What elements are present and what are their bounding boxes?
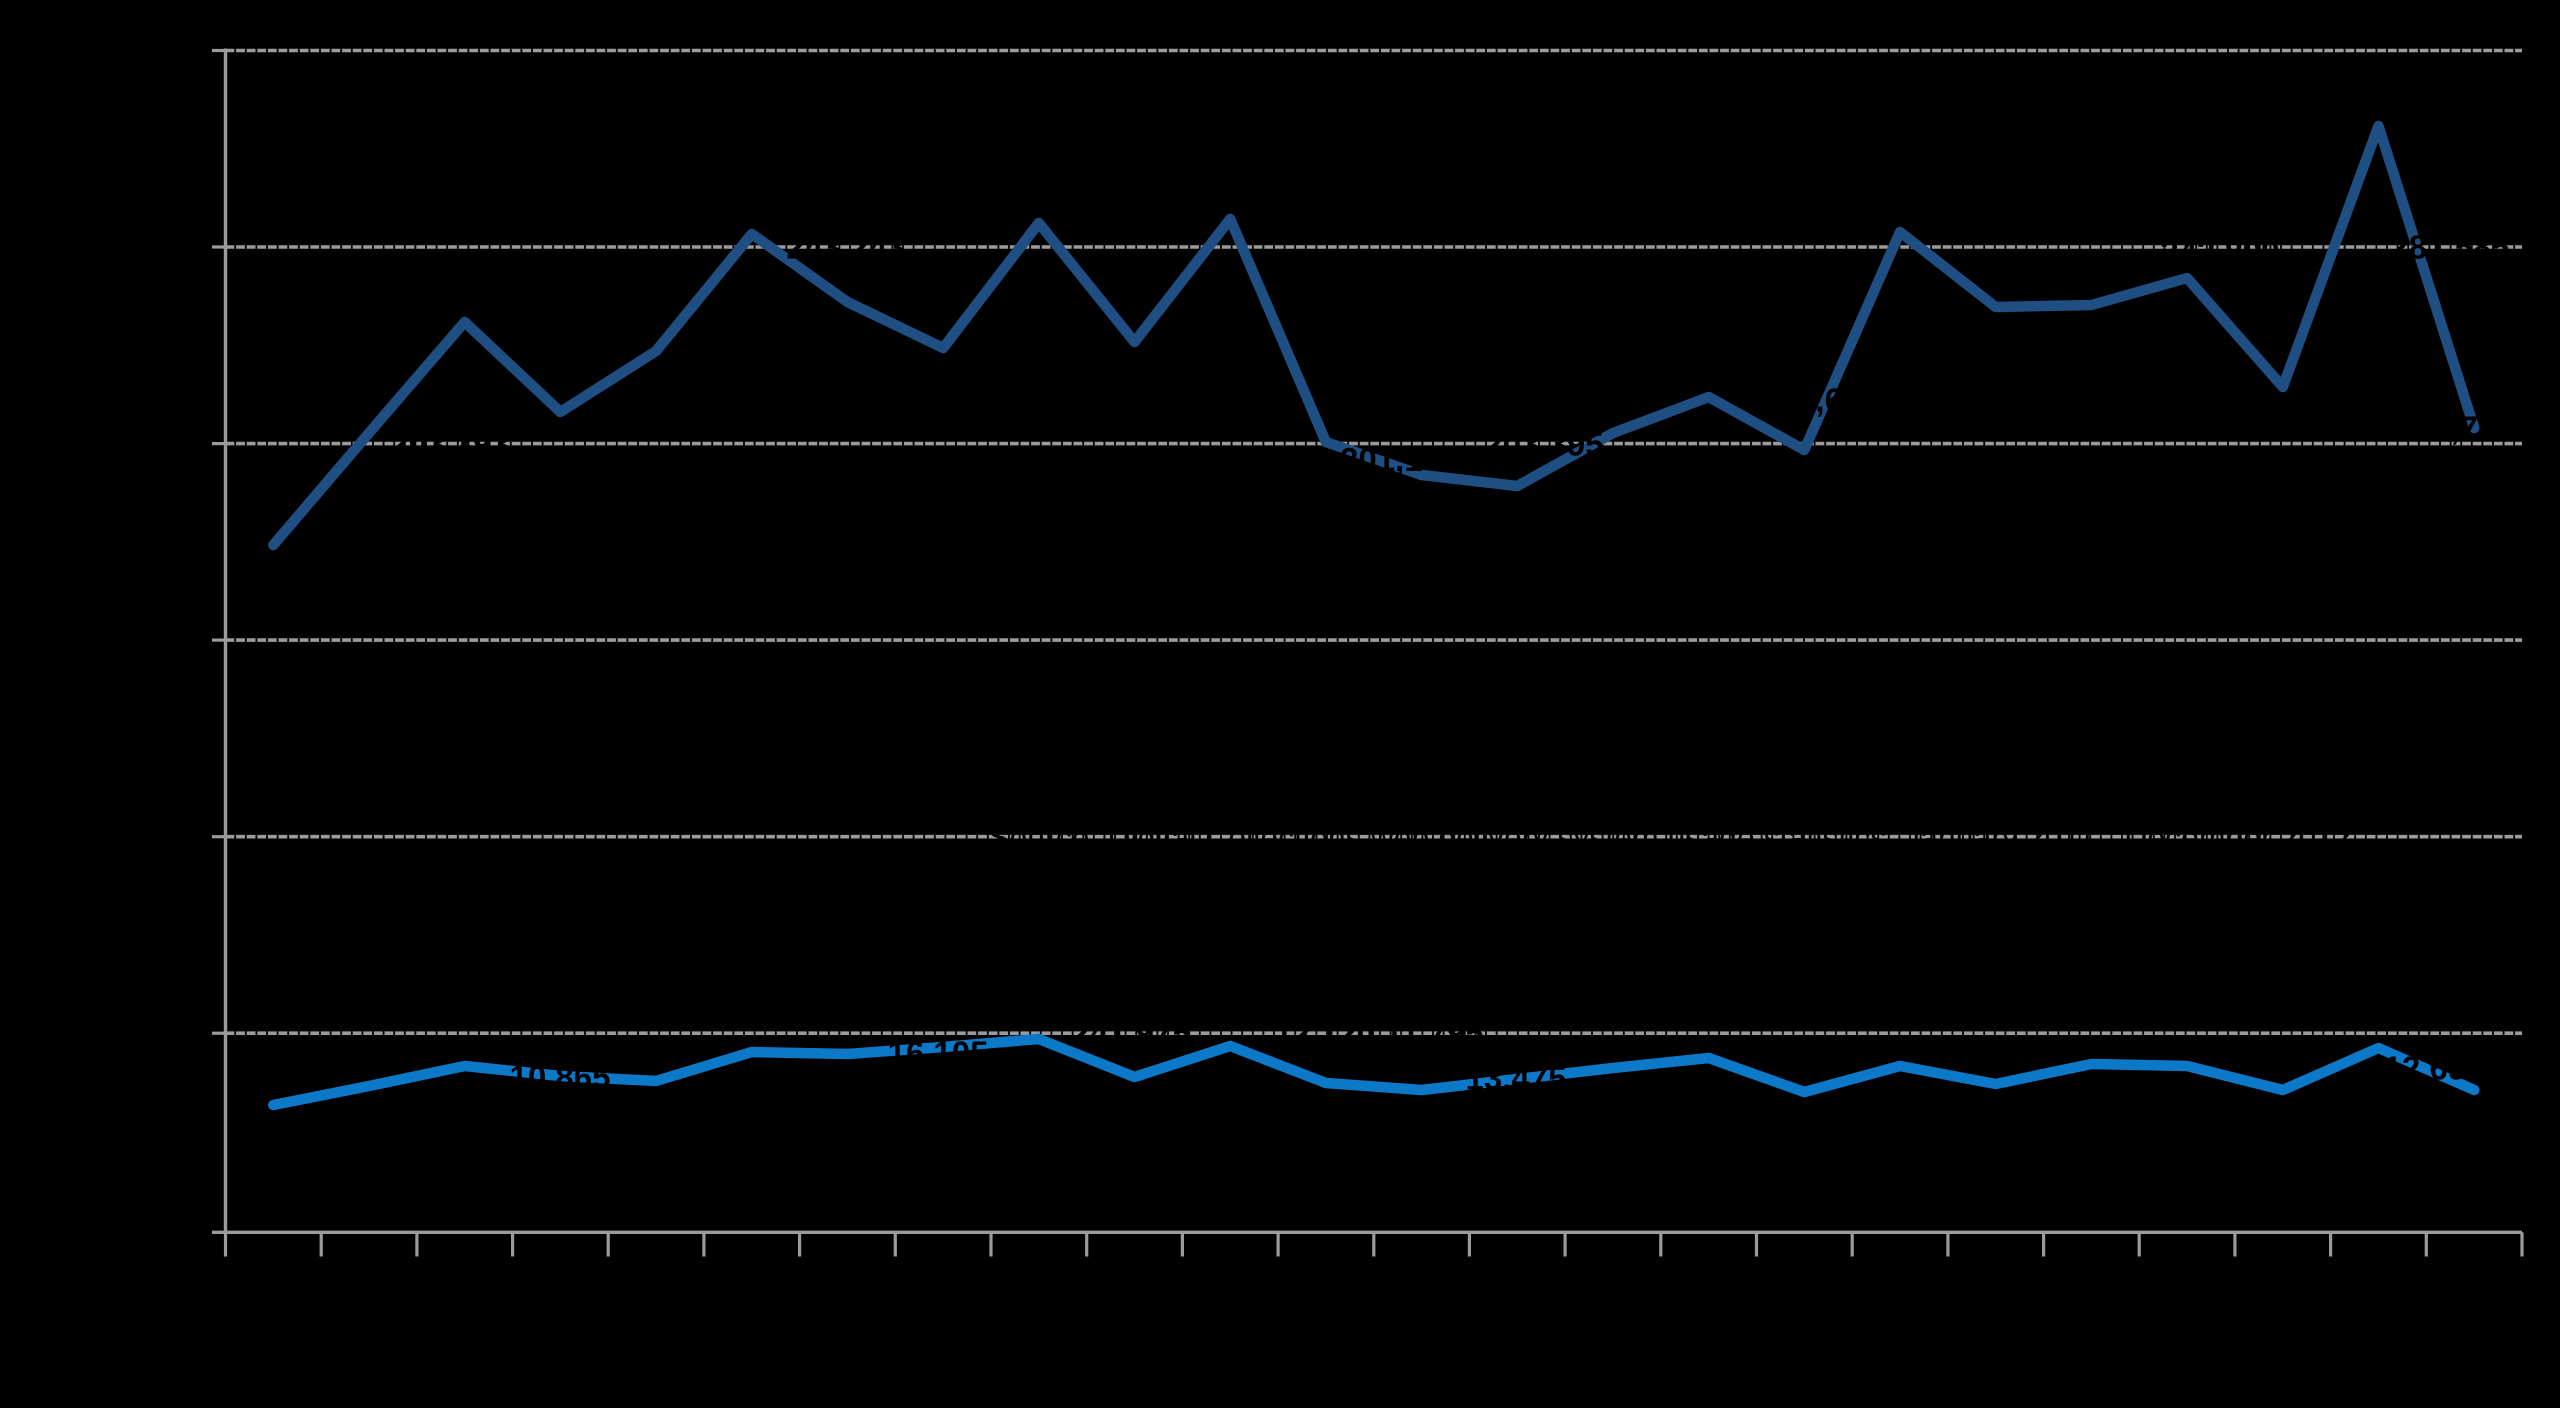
svg-text:Source: Digital Collections we: Source: Digital Collections web delivery… xyxy=(988,820,2352,856)
svg-text:243,243: 243,243 xyxy=(786,229,905,266)
svg-text:12,692: 12,692 xyxy=(2384,1050,2485,1087)
svg-text:254,634: 254,634 xyxy=(1760,382,1880,419)
svg-text:204,722: 204,722 xyxy=(2395,410,2514,447)
svg-text:203,395: 203,395 xyxy=(1484,426,1603,463)
svg-text:13,475: 13,475 xyxy=(1466,1060,1567,1097)
svg-text:12,120 11,795: 12,120 11,795 xyxy=(1274,1015,1483,1052)
svg-text:201,142: 201,142 xyxy=(1340,441,1459,478)
svg-text:16,105: 16,105 xyxy=(888,1035,989,1072)
svg-text:281,585: 281,585 xyxy=(2390,229,2509,266)
svg-text:242,899: 242,899 xyxy=(2160,234,2279,271)
svg-text:10,865: 10,865 xyxy=(510,1059,611,1096)
svg-text:241,975: 241,975 xyxy=(1071,1015,1190,1052)
svg-text:203,393: 203,393 xyxy=(390,426,509,463)
